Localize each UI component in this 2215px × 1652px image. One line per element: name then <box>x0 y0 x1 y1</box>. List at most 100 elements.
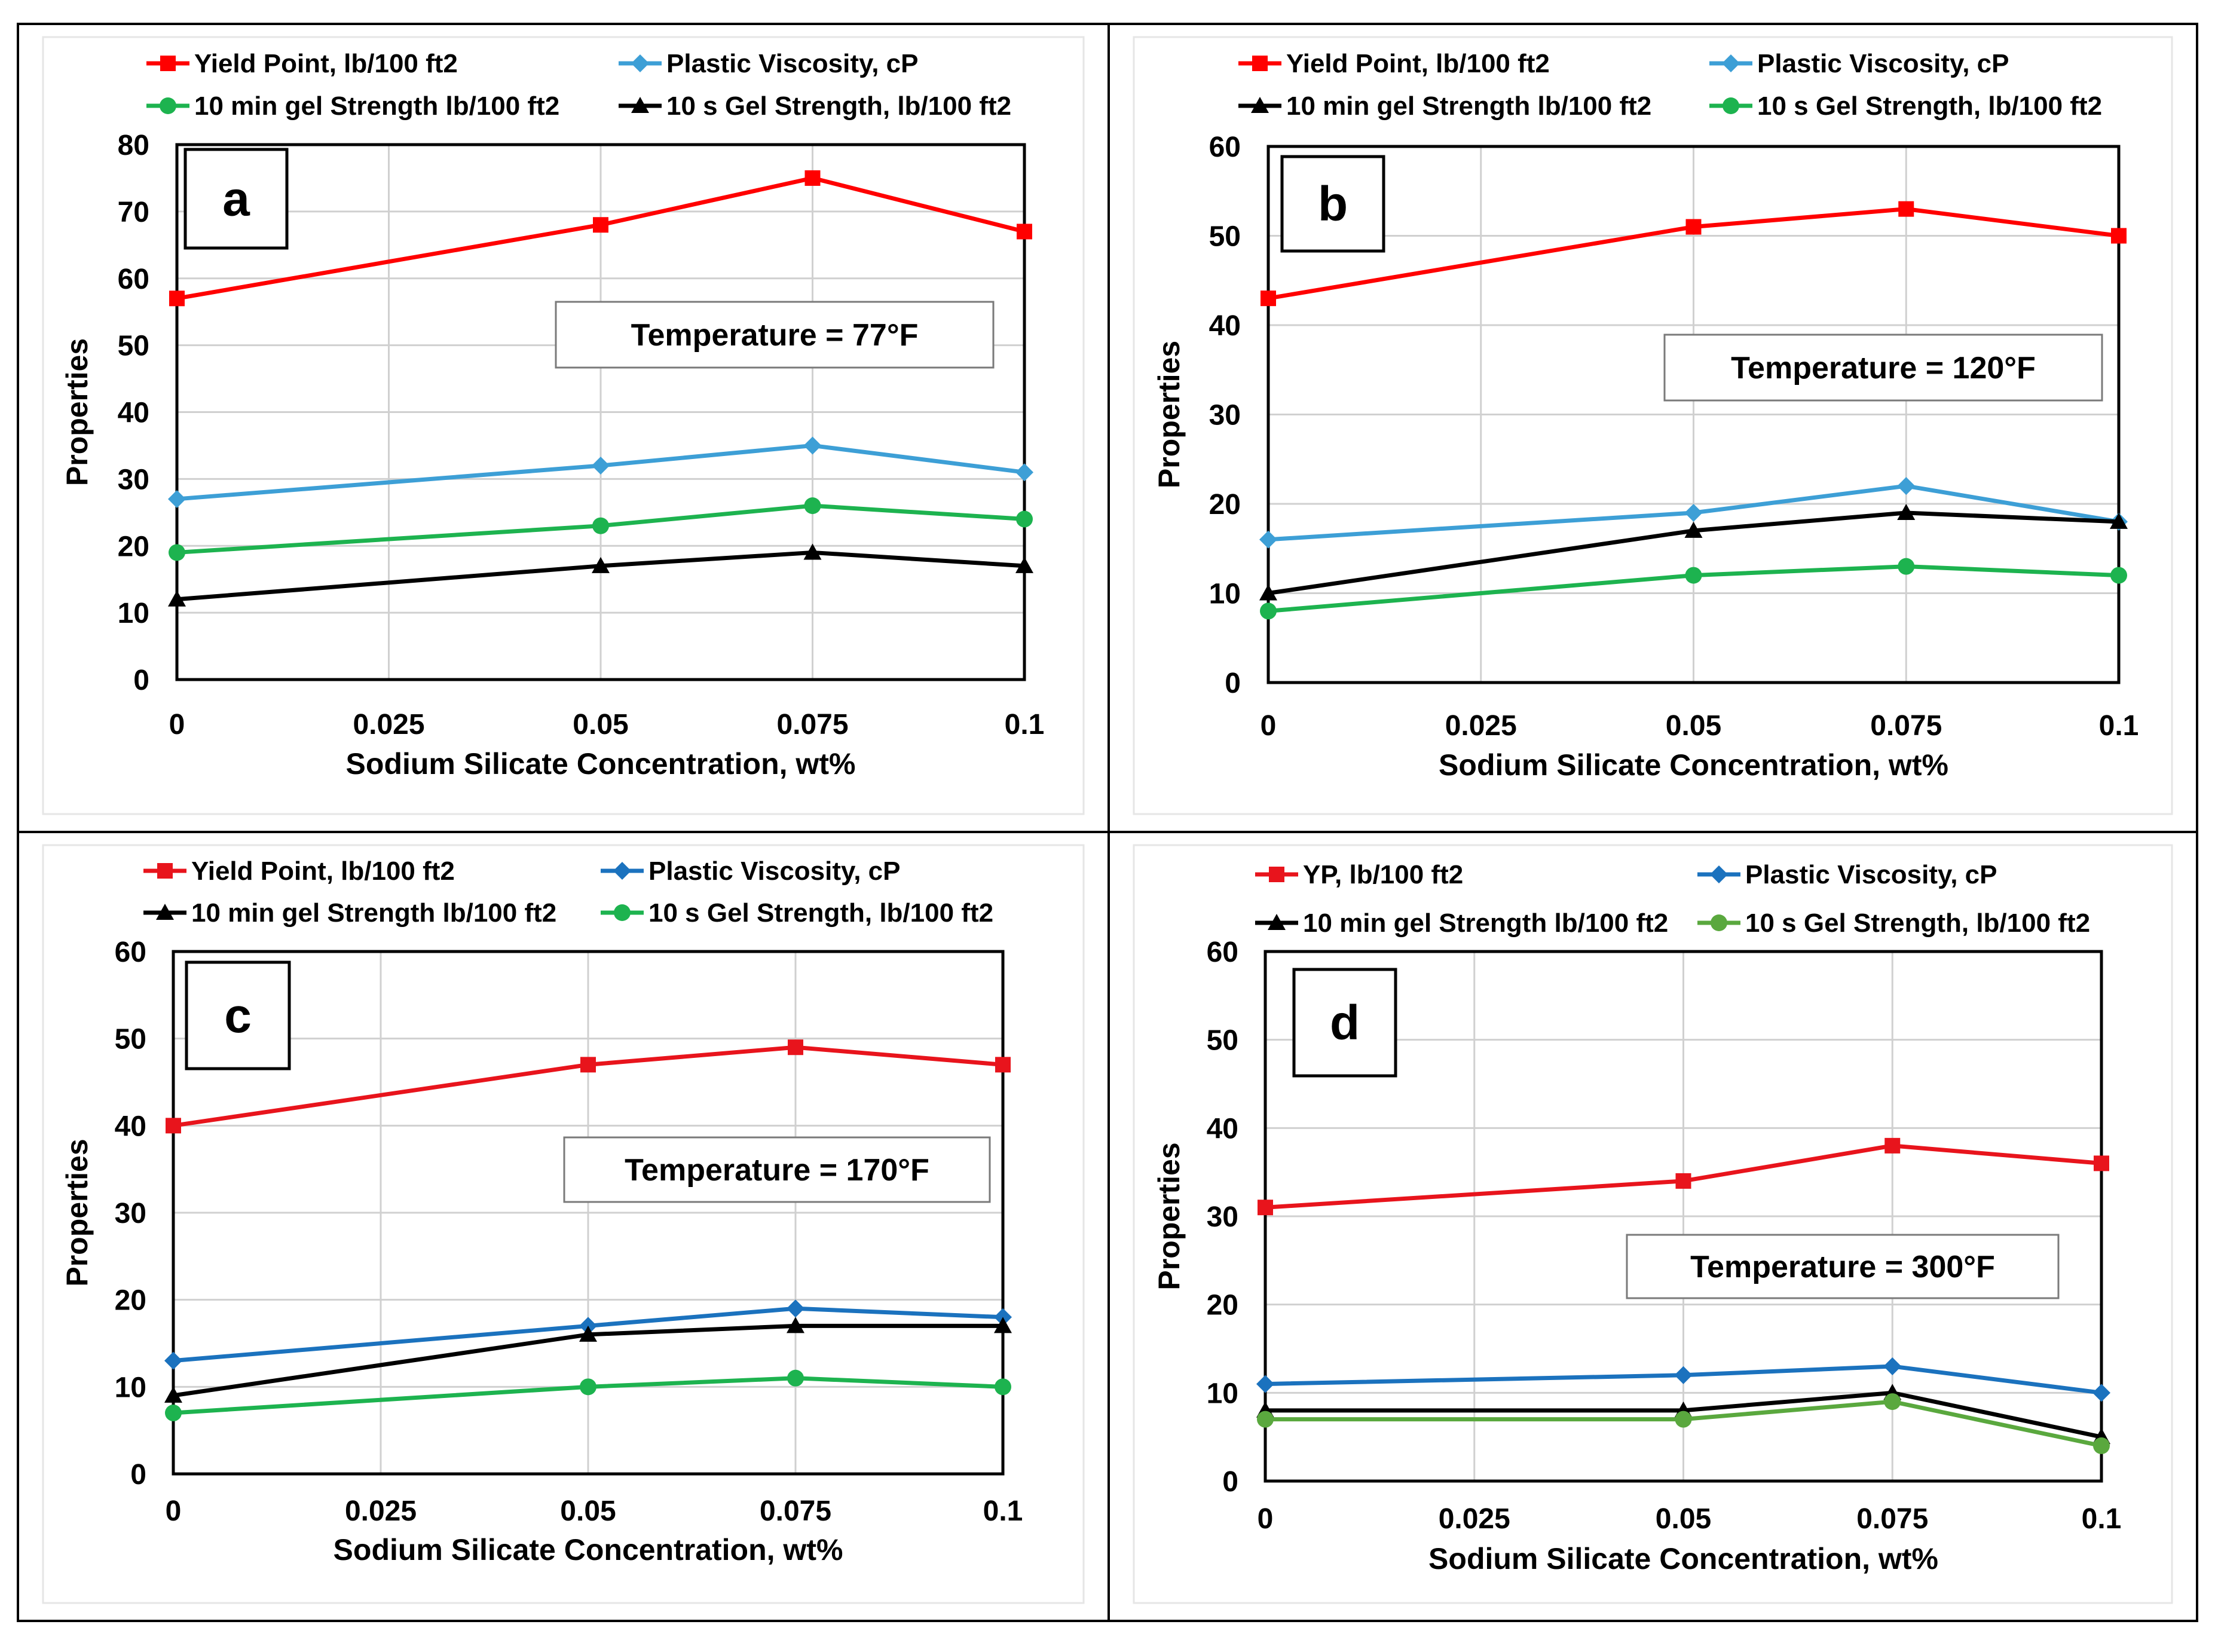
legend-swatch-marker <box>157 863 173 879</box>
y-tick-label: 0 <box>130 1459 146 1491</box>
data-point <box>168 490 186 508</box>
data-point <box>1684 521 1703 538</box>
panel-label-box <box>1280 155 1385 253</box>
y-axis-label: Properties <box>60 338 94 486</box>
data-point <box>1261 290 1276 307</box>
chart-panel-c: 0 10 20 30 40 50 60 0 0.025 0.05 0.075 0.1 Sodium Si… <box>42 844 1085 1604</box>
y-tick-label: 20 <box>115 1285 146 1317</box>
y-tick-label: 0 <box>133 665 149 696</box>
legend-swatch-marker <box>614 904 631 921</box>
data-point <box>2110 512 2128 529</box>
plot-frame <box>1266 145 2121 684</box>
x-tick-label: 0.05 <box>560 1495 616 1527</box>
data-point <box>2092 1384 2110 1402</box>
data-point <box>1259 584 1277 601</box>
annotation-text: Temperature = 77°F <box>631 318 919 353</box>
plot-frame <box>172 950 1005 1476</box>
chart-panel-b: 0 10 20 30 40 50 60 0 0.025 0.05 0.075 0.1 Sodium Si… <box>1133 36 2173 815</box>
x-tick-label: 0 <box>169 709 185 741</box>
series-1 <box>168 436 1033 508</box>
data-point <box>1897 503 1916 520</box>
legend-label: Yield Point, lb/100 ft2 <box>194 49 458 78</box>
series-3 <box>168 543 1033 607</box>
data-point <box>1897 477 1916 495</box>
y-tick-label: 60 <box>115 937 146 968</box>
legend-item: Plastic Viscosity, cP <box>601 856 901 886</box>
y-tick-label: 50 <box>1209 221 1241 253</box>
y-tick-label: 10 <box>1207 1378 1238 1409</box>
legend-item: Yield Point, lb/100 ft2 <box>146 49 458 78</box>
data-point <box>164 1386 182 1403</box>
series-line <box>173 1306 1004 1363</box>
data-point <box>579 1325 597 1342</box>
data-point <box>580 1057 596 1073</box>
legend-label: Plastic Viscosity, cP <box>648 856 901 886</box>
y-axis-label: Properties <box>1152 1142 1186 1290</box>
data-point <box>1256 1375 1274 1393</box>
x-tick-label: 0 <box>1258 1503 1274 1535</box>
legend-swatch-marker <box>1268 914 1286 930</box>
series-line <box>1268 484 2119 542</box>
legend-swatch-marker <box>613 862 631 880</box>
legend-label: Plastic Viscosity, cP <box>1745 860 1997 889</box>
data-point <box>995 1057 1011 1073</box>
data-point <box>995 1378 1011 1396</box>
legend-item: 10 s Gel Strength, lb/100 ft2 <box>619 91 1011 121</box>
legend-item: 10 s Gel Strength, lb/100 ft2 <box>601 898 993 928</box>
data-point <box>2110 567 2127 584</box>
y-tick-label: 10 <box>115 1372 146 1403</box>
legend: YP, lb/100 ft2 Plastic Viscosity, cP 10 mi… <box>1255 860 2090 938</box>
x-tick-label: 0.05 <box>573 709 628 741</box>
legend-item: 10 s Gel Strength, lb/100 ft2 <box>1697 908 2090 938</box>
annotation-box <box>563 1136 991 1203</box>
data-point <box>803 543 822 560</box>
y-tick-label: 30 <box>115 1198 146 1229</box>
x-axis-label: Sodium Silicate Concentration, wt% <box>346 747 856 781</box>
panel-label-box <box>1292 968 1397 1078</box>
legend-item: Yield Point, lb/100 ft2 <box>143 856 455 886</box>
series-2 <box>1259 503 2128 601</box>
data-point <box>593 217 608 233</box>
y-axis-label: Properties <box>60 1139 94 1286</box>
series-line <box>176 550 1025 602</box>
y-tick-label: 50 <box>115 1024 146 1056</box>
x-tick-label: 0.025 <box>353 709 424 741</box>
legend-swatch-marker <box>1710 865 1728 883</box>
legend-swatch-marker <box>631 54 649 72</box>
data-point <box>804 497 821 515</box>
series-line <box>1268 564 2119 613</box>
data-point <box>1017 224 1032 240</box>
series-3 <box>165 1369 1011 1422</box>
x-tick-label: 0 <box>166 1495 182 1527</box>
x-tick-label: 0.1 <box>2082 1503 2122 1535</box>
y-tick-label: 0 <box>1225 668 1241 699</box>
data-point <box>1258 1200 1273 1216</box>
y-tick-label: 60 <box>1207 937 1238 968</box>
data-point <box>169 290 185 307</box>
legend: Yield Point, lb/100 ft2 Plastic Viscosity… <box>1238 49 2102 121</box>
data-point <box>1685 567 1702 584</box>
x-tick-label: 0.1 <box>2099 710 2139 742</box>
legend-swatch-marker <box>1722 54 1740 72</box>
data-point <box>166 1118 181 1134</box>
data-point <box>168 590 186 607</box>
series-2 <box>169 497 1033 561</box>
legend-item: 10 min gel Strength lb/100 ft2 <box>1238 91 1651 121</box>
legend-swatch-marker <box>1723 97 1739 114</box>
legend-label: 10 s Gel Strength, lb/100 ft2 <box>666 91 1011 121</box>
legend-label: Plastic Viscosity, cP <box>666 49 919 78</box>
series-line <box>173 1323 1003 1398</box>
data-point <box>1883 1357 1902 1376</box>
legend-label: 10 min gel Strength lb/100 ft2 <box>194 91 559 121</box>
series-line <box>173 1376 1004 1415</box>
x-tick-label: 0.075 <box>1856 1503 1928 1535</box>
chart-panel-a: 0 10 20 30 40 50 60 70 80 0 0.025 0.05 0.075 0.1 Sodiu… <box>42 36 1085 815</box>
x-axis-label: Sodium Silicate Concentration, wt% <box>334 1533 843 1567</box>
annotation-text: Temperature = 300°F <box>1690 1250 1995 1284</box>
legend-swatch-marker <box>1711 914 1727 931</box>
data-point <box>1015 556 1033 573</box>
x-tick-label: 0.025 <box>1439 1503 1510 1535</box>
legend-label: 10 min gel Strength lb/100 ft2 <box>191 898 556 928</box>
data-point <box>788 1039 803 1056</box>
data-point <box>1016 510 1033 528</box>
